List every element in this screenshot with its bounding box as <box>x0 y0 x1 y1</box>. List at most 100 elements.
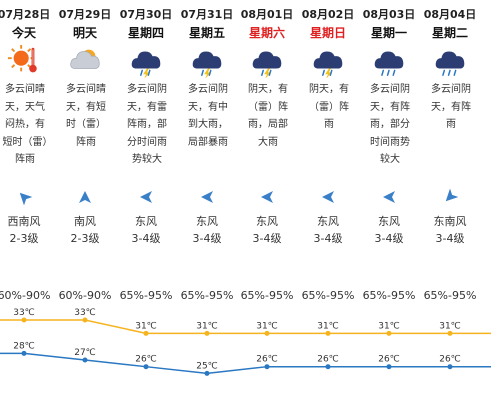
weather-description: 多云间阴天，有阵雨 <box>431 84 471 130</box>
day-column: 08月04日 星期二 多云间阴天，有阵雨 东南风 3-4级 65%-95% <box>420 0 480 302</box>
day-column: 07月28日 今天多云间晴天，天气闷热，有短时（雷）阵雨西南风 2-3级 60%-90… <box>0 0 54 302</box>
day-column: 08月03日 星期一 多云间阴天，有阵雨，部分时间雨势较大 东风 3-4级 65%-95% <box>359 0 419 302</box>
weather-description: 多云间晴天，有短时（雷）阵雨 <box>66 84 106 148</box>
weather-description: 多云间阴天，有中到大雨，局部暴雨 <box>188 84 228 148</box>
low-temp-label: 26℃ <box>135 355 157 365</box>
wind-direction: 东风 <box>256 215 278 228</box>
day-column: 07月30日 星期四多云间阴天，有雷阵雨，部分时间雨势较大东风 3-4级 65%-95… <box>116 0 176 302</box>
humidity-range: 65%-95% <box>423 289 477 302</box>
humidity-range: 65%-95% <box>362 289 416 302</box>
wind-direction: 南风 <box>74 215 96 228</box>
humidity-range: 60%-90% <box>58 289 112 302</box>
high-temp-label: 31℃ <box>256 321 278 331</box>
humidity-range: 60%-90% <box>0 289 51 302</box>
weather-description: 多云间阴天，有阵雨，部分时间雨势较大 <box>370 84 410 165</box>
sun-cloud-icon <box>67 44 103 78</box>
wind-level: 2-3级 <box>70 232 100 245</box>
wind-direction: 西南风 <box>7 215 41 228</box>
high-temp-line <box>0 319 491 335</box>
high-temp-label: 31℃ <box>135 321 157 331</box>
day-date: 07月29日 <box>58 8 112 21</box>
low-temp-point <box>325 364 331 370</box>
day-weekday: 星期二 <box>431 26 468 40</box>
sunny-thunder-icon <box>6 44 42 78</box>
high-temp-point <box>21 317 27 323</box>
wind-direction: 东风 <box>135 215 157 228</box>
wind-level: 3-4级 <box>252 232 282 245</box>
weather-description: 多云间阴天，有雷阵雨，部分时间雨势较大 <box>127 84 167 165</box>
thunderstorm-icon <box>189 44 225 79</box>
high-temp-label: 33℃ <box>74 308 96 318</box>
low-temp-line <box>0 352 491 375</box>
wind-direction: 东风 <box>196 215 218 228</box>
wind-direction: 东风 <box>378 215 400 228</box>
day-date: 08月02日 <box>301 8 355 21</box>
humidity-range: 65%-95% <box>240 289 294 302</box>
low-temp-label: 25℃ <box>196 361 218 371</box>
wind-arrow-e-icon <box>199 189 215 205</box>
thunderstorm-icon <box>249 44 285 79</box>
high-temp-point <box>82 317 88 323</box>
rain-cloud-icon <box>371 44 407 78</box>
day-date: 07月31日 <box>180 8 234 21</box>
weather-description: 阴天，有（雷）阵雨 <box>309 84 349 130</box>
low-temp-label: 26℃ <box>378 355 400 365</box>
day-date: 07月30日 <box>119 8 173 21</box>
low-temp-label: 26℃ <box>439 355 461 365</box>
wind-level: 2-3级 <box>9 232 39 245</box>
high-temp-label: 31℃ <box>317 321 339 331</box>
weather-description: 多云间晴天，天气闷热，有短时（雷）阵雨 <box>2 84 48 165</box>
high-temp-label: 33℃ <box>13 308 35 318</box>
day-weekday: 星期六 <box>248 26 285 40</box>
low-temp-label: 27℃ <box>74 348 96 358</box>
day-weekday: 星期四 <box>127 26 164 40</box>
wind-arrow-se-icon <box>442 188 459 205</box>
wind-arrow-e-icon <box>320 189 336 205</box>
low-temp-label: 26℃ <box>317 355 339 365</box>
high-temp-point <box>264 330 270 336</box>
wind-arrow-e-icon <box>259 189 275 205</box>
day-weekday: 明天 <box>72 26 97 40</box>
humidity-range: 65%-95% <box>301 289 355 302</box>
weather-description: 阴天，有（雷）阵雨，局部大雨 <box>248 84 288 148</box>
thunderstorm-icon <box>128 44 164 79</box>
low-temp-point <box>447 364 453 370</box>
wind-direction: 东南风 <box>433 215 467 228</box>
wind-arrow-e-icon <box>381 189 397 205</box>
rain-cloud-icon <box>432 44 468 78</box>
low-temp-point <box>82 357 88 363</box>
day-column: 08月02日 星期日阴天，有（雷）阵雨东风 3-4级 65%-95% <box>298 0 358 302</box>
high-temp-point <box>325 330 331 336</box>
low-temp-label: 28℃ <box>13 341 35 351</box>
day-weekday: 星期一 <box>370 26 407 40</box>
low-temp-point <box>21 350 27 356</box>
wind-level: 3-4级 <box>131 232 161 245</box>
high-temp-point <box>143 330 149 336</box>
day-weekday: 星期五 <box>188 26 225 40</box>
day-weekday: 星期日 <box>309 26 346 40</box>
wind-arrow-e-icon <box>138 189 154 205</box>
temperature-chart: 33℃ 33℃ 31℃ 31℃ 31℃ 31℃ 31℃ 31℃ 28℃ 27℃ 26℃ 25℃ 26℃ 2… <box>0 308 491 376</box>
day-column: 07月31日 星期五多云间阴天，有中到大雨，局部暴雨东风 3-4级 65%-95% <box>177 0 237 302</box>
day-date: 07月28日 <box>0 8 51 21</box>
wind-arrow-sw-icon <box>16 189 33 206</box>
high-temp-point <box>386 330 392 336</box>
low-temp-point <box>386 364 392 370</box>
day-column: 07月29日 明天多云间晴天，有短时（雷）阵雨南风 2-3级 60%-90% <box>55 0 115 302</box>
high-temp-label: 31℃ <box>196 321 218 331</box>
humidity-range: 65%-95% <box>119 289 173 302</box>
humidity-range: 65%-95% <box>180 289 234 302</box>
day-date: 08月01日 <box>240 8 294 21</box>
wind-direction: 东风 <box>317 215 339 228</box>
high-temp-point <box>204 330 210 336</box>
day-date: 08月04日 <box>423 8 477 21</box>
high-temp-label: 31℃ <box>439 321 461 331</box>
high-temp-label: 31℃ <box>378 321 400 331</box>
low-temp-point <box>143 364 149 370</box>
day-weekday: 今天 <box>11 26 36 40</box>
wind-level: 3-4级 <box>313 232 343 245</box>
wind-level: 3-4级 <box>192 232 222 245</box>
wind-level: 3-4级 <box>374 232 404 245</box>
day-column: 08月01日 星期六阴天，有（雷）阵雨，局部大雨东风 3-4级 65%-95% <box>237 0 297 302</box>
